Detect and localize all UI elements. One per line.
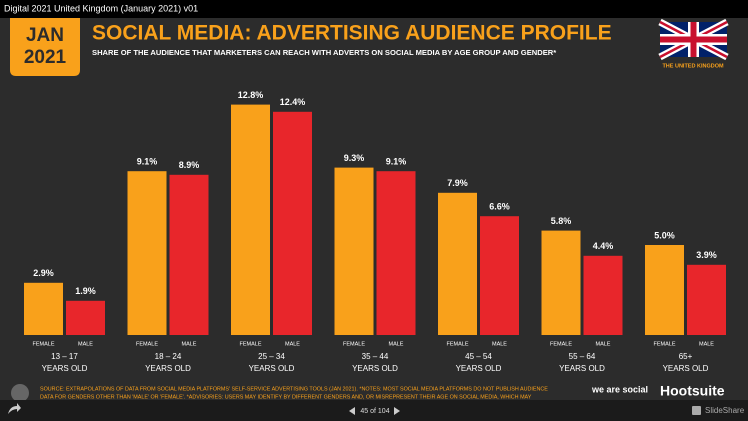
value-label: 5.8% (551, 216, 572, 226)
country: THE UNITED KINGDOM (662, 63, 724, 69)
player-brand: SlideShare (705, 406, 745, 415)
bar (438, 192, 477, 335)
series-label: MALE (699, 341, 714, 347)
series-label: FEMALE (136, 341, 158, 347)
value-label: 7.9% (447, 178, 468, 188)
player-bar (0, 400, 748, 421)
window-title: Digital 2021 United Kingdom (January 202… (4, 3, 198, 13)
chart-title: SOCIAL MEDIA: ADVERTISING AUDIENCE PROFI… (92, 22, 612, 45)
share-button[interactable] (8, 403, 21, 414)
bar (169, 174, 209, 335)
series-label: FEMALE (343, 341, 365, 347)
badge-month: JAN (26, 25, 64, 46)
series-label: MALE (596, 341, 611, 347)
bar (273, 111, 312, 335)
flag (658, 18, 729, 61)
slide (0, 18, 748, 400)
brand-2: Hootsuite (660, 383, 725, 399)
bar (480, 216, 519, 335)
value-label: 8.9% (179, 160, 200, 170)
value-label: 12.8% (238, 90, 264, 100)
series-label: MALE (492, 341, 507, 347)
bar (127, 171, 167, 335)
bar (541, 230, 581, 335)
value-label: 3.9% (696, 250, 717, 260)
chart-subtitle: SHARE OF THE AUDIENCE THAT MARKETERS CAN… (92, 48, 556, 57)
x-tick-suffix: YEARS OLD (559, 364, 605, 373)
x-tick-label: 65+ (679, 352, 693, 361)
x-tick-label: 35 – 44 (362, 352, 389, 361)
value-label: 9.1% (386, 157, 407, 167)
x-tick-label: 18 – 24 (155, 352, 182, 361)
series-label: MALE (182, 341, 197, 347)
x-tick-suffix: YEARS OLD (352, 364, 398, 373)
source: SOURCE: EXTRAPOLATIONS OF DATA FROM SOCI… (40, 386, 548, 392)
series-label: FEMALE (239, 341, 261, 347)
bar (376, 171, 416, 335)
value-label: 6.6% (489, 202, 510, 212)
window-bar (0, 0, 748, 18)
x-tick-suffix: YEARS OLD (42, 364, 88, 373)
brand-1: we are social (591, 384, 648, 394)
x-tick-suffix: YEARS OLD (456, 364, 502, 373)
next-button[interactable] (394, 407, 400, 415)
source-2: DATA FOR GENDERS OTHER THAN 'MALE' OR 'F… (40, 394, 532, 400)
x-tick-suffix: YEARS OLD (145, 364, 191, 373)
series-label: FEMALE (550, 341, 572, 347)
value-label: 9.3% (344, 153, 365, 163)
value-label: 4.4% (593, 241, 614, 251)
x-tick-suffix: YEARS OLD (249, 364, 295, 373)
date-badge (10, 18, 80, 76)
series-label: FEMALE (32, 341, 54, 347)
x-tick-label: 25 – 34 (258, 352, 285, 361)
badge-year: 2021 (24, 47, 67, 68)
bar (66, 300, 105, 335)
series-label: FEMALE (446, 341, 468, 347)
value-label: 9.1% (137, 157, 158, 167)
x-tick-label: 55 – 64 (569, 352, 596, 361)
series-label: MALE (389, 341, 404, 347)
bar (687, 264, 726, 335)
bar (645, 245, 684, 335)
x-tick-label: 13 – 17 (51, 352, 78, 361)
value-label: 5.0% (654, 230, 675, 240)
series-label: MALE (78, 341, 93, 347)
value-label: 2.9% (33, 268, 54, 278)
linkedin-icon[interactable] (692, 406, 701, 415)
prev-button[interactable] (349, 407, 355, 415)
bar (231, 104, 270, 335)
series-label: FEMALE (653, 341, 675, 347)
slide-mark (11, 384, 29, 402)
x-tick-suffix: YEARS OLD (663, 364, 709, 373)
bar (334, 167, 374, 335)
value-label: 12.4% (280, 97, 306, 107)
page-indicator: 45 of 104 (360, 408, 389, 415)
series-label: MALE (285, 341, 300, 347)
value-label: 1.9% (75, 286, 96, 296)
x-tick-label: 45 – 54 (465, 352, 492, 361)
bar (583, 255, 623, 335)
bar (24, 282, 63, 335)
